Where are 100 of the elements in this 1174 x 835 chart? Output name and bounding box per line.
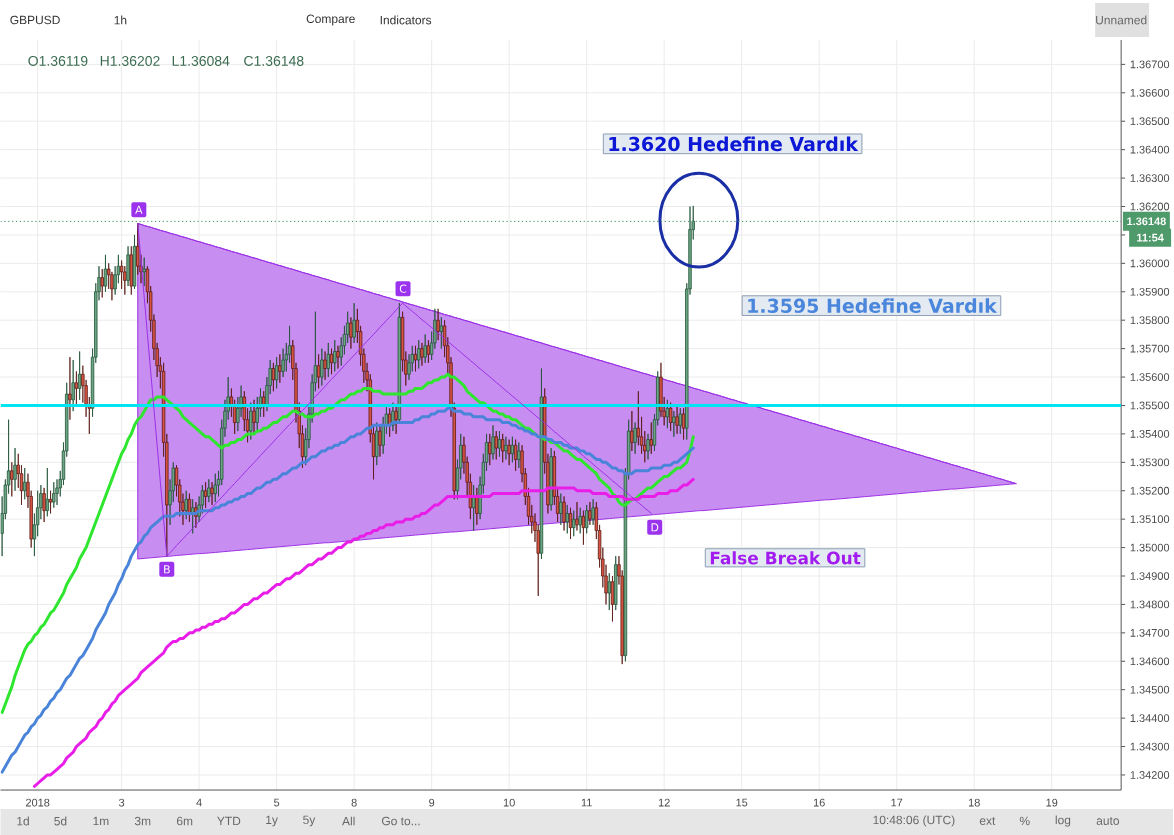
text: YTD: [217, 816, 241, 826]
candlestick: [378, 424, 382, 458]
annotation: C: [399, 284, 407, 293]
x-tick-label: 15: [736, 798, 748, 807]
text: ext: [979, 817, 996, 825]
candlestick: [207, 478, 211, 503]
candlestick: [668, 402, 673, 432]
text: log: [1055, 815, 1071, 827]
candlestick: [413, 345, 418, 372]
y-tick-label: 1.36200: [1130, 202, 1170, 211]
candlestick: [213, 473, 217, 503]
candlestick: [394, 405, 398, 435]
candlestick: [562, 496, 566, 531]
candlestick: [252, 399, 256, 435]
annotation: L1.36084: [172, 55, 230, 66]
candlestick: [417, 339, 421, 369]
candlestick: [129, 245, 133, 296]
candlestick: [426, 339, 431, 364]
candlestick: [71, 359, 75, 412]
candlestick: [678, 407, 683, 435]
candlestick: [100, 268, 104, 298]
text: 1y: [266, 815, 278, 827]
y-tick-label: 1.35000: [1130, 543, 1170, 552]
text: 1h: [114, 15, 127, 25]
candlestick: [336, 345, 340, 369]
y-tick-label: 1.34500: [1130, 685, 1170, 694]
candlestick: [630, 410, 634, 452]
text: %: [1019, 816, 1030, 826]
candlestick: [249, 402, 253, 440]
text: Indicators: [380, 15, 432, 25]
text: 10:48:06 (UTC): [873, 815, 955, 827]
y-tick-label: 1.34200: [1130, 771, 1170, 779]
y-tick-label: 1.36400: [1130, 145, 1170, 154]
candlestick: [329, 348, 334, 375]
x-tick-label: 9: [429, 798, 435, 807]
candlestick: [578, 507, 582, 534]
y-tick-label: 1.36000: [1130, 259, 1170, 268]
y-tick-label: 1.35100: [1130, 515, 1170, 524]
candlestick: [184, 490, 188, 520]
y-tick-label: 1.35500: [1130, 401, 1170, 410]
candlestick: [633, 422, 637, 455]
candlestick: [423, 334, 427, 364]
candlestick: [271, 362, 276, 392]
x-tick-label: 4: [196, 798, 202, 807]
annotation: False Break Out: [710, 551, 861, 565]
candlestick: [123, 265, 127, 296]
y-tick-label: 1.35900: [1130, 287, 1170, 296]
text: 1d: [17, 816, 29, 826]
candlestick: [352, 302, 356, 344]
candlestick: [672, 410, 676, 438]
candlestick: [42, 487, 46, 523]
y-tick-label: 1.36700: [1130, 60, 1170, 69]
candlestick: [68, 356, 72, 421]
text: Compare: [306, 14, 355, 26]
x-tick-label: 2018: [25, 798, 50, 807]
candlestick: [565, 504, 569, 534]
text: Go to...: [381, 816, 420, 826]
candlestick: [274, 356, 279, 389]
candlestick: [591, 498, 595, 526]
candlestick: [210, 481, 214, 506]
candlestick: [187, 493, 192, 523]
x-tick-label: 11: [581, 798, 592, 807]
x-tick-label: 18: [968, 798, 980, 807]
x-tick-label: 17: [891, 798, 903, 807]
x-tick-label: 12: [658, 798, 670, 807]
text: 5y: [303, 815, 316, 827]
candlestick: [549, 447, 553, 512]
candlestick: [132, 234, 137, 290]
candlestick: [501, 433, 505, 463]
y-tick-label: 1.34300: [1130, 742, 1170, 751]
y-tick-label: 1.35200: [1130, 486, 1170, 495]
candlestick: [45, 467, 50, 517]
candlestick: [665, 399, 670, 429]
candlestick: [497, 430, 502, 458]
text: 3m: [134, 816, 151, 826]
y-tick-label: 1.34800: [1130, 600, 1170, 609]
candlestick: [48, 490, 53, 514]
candlestick: [333, 339, 337, 372]
candlestick: [494, 430, 498, 460]
text: auto: [1096, 817, 1120, 825]
candlestick: [588, 501, 592, 526]
candlestick: [320, 348, 324, 386]
y-tick-label: 1.34400: [1130, 714, 1170, 723]
candlestick: [568, 507, 573, 540]
candlestick: [326, 342, 330, 378]
annotation: C1.36148: [244, 55, 304, 66]
candlestick: [397, 302, 402, 423]
y-tick-label: 1.36600: [1130, 88, 1170, 97]
candlestick: [581, 510, 586, 546]
y-tick-label: 1.34700: [1130, 628, 1170, 637]
candlestick: [507, 439, 511, 466]
candlestick: [375, 422, 379, 466]
annotation: H1.36202: [100, 55, 160, 66]
text: Unnamed: [1096, 15, 1147, 25]
candlestick: [420, 342, 424, 367]
candlestick: [559, 493, 563, 526]
candlestick: [584, 504, 589, 534]
x-tick-label: 10: [503, 798, 515, 807]
candlestick: [575, 501, 579, 531]
candlestick: [572, 510, 576, 537]
